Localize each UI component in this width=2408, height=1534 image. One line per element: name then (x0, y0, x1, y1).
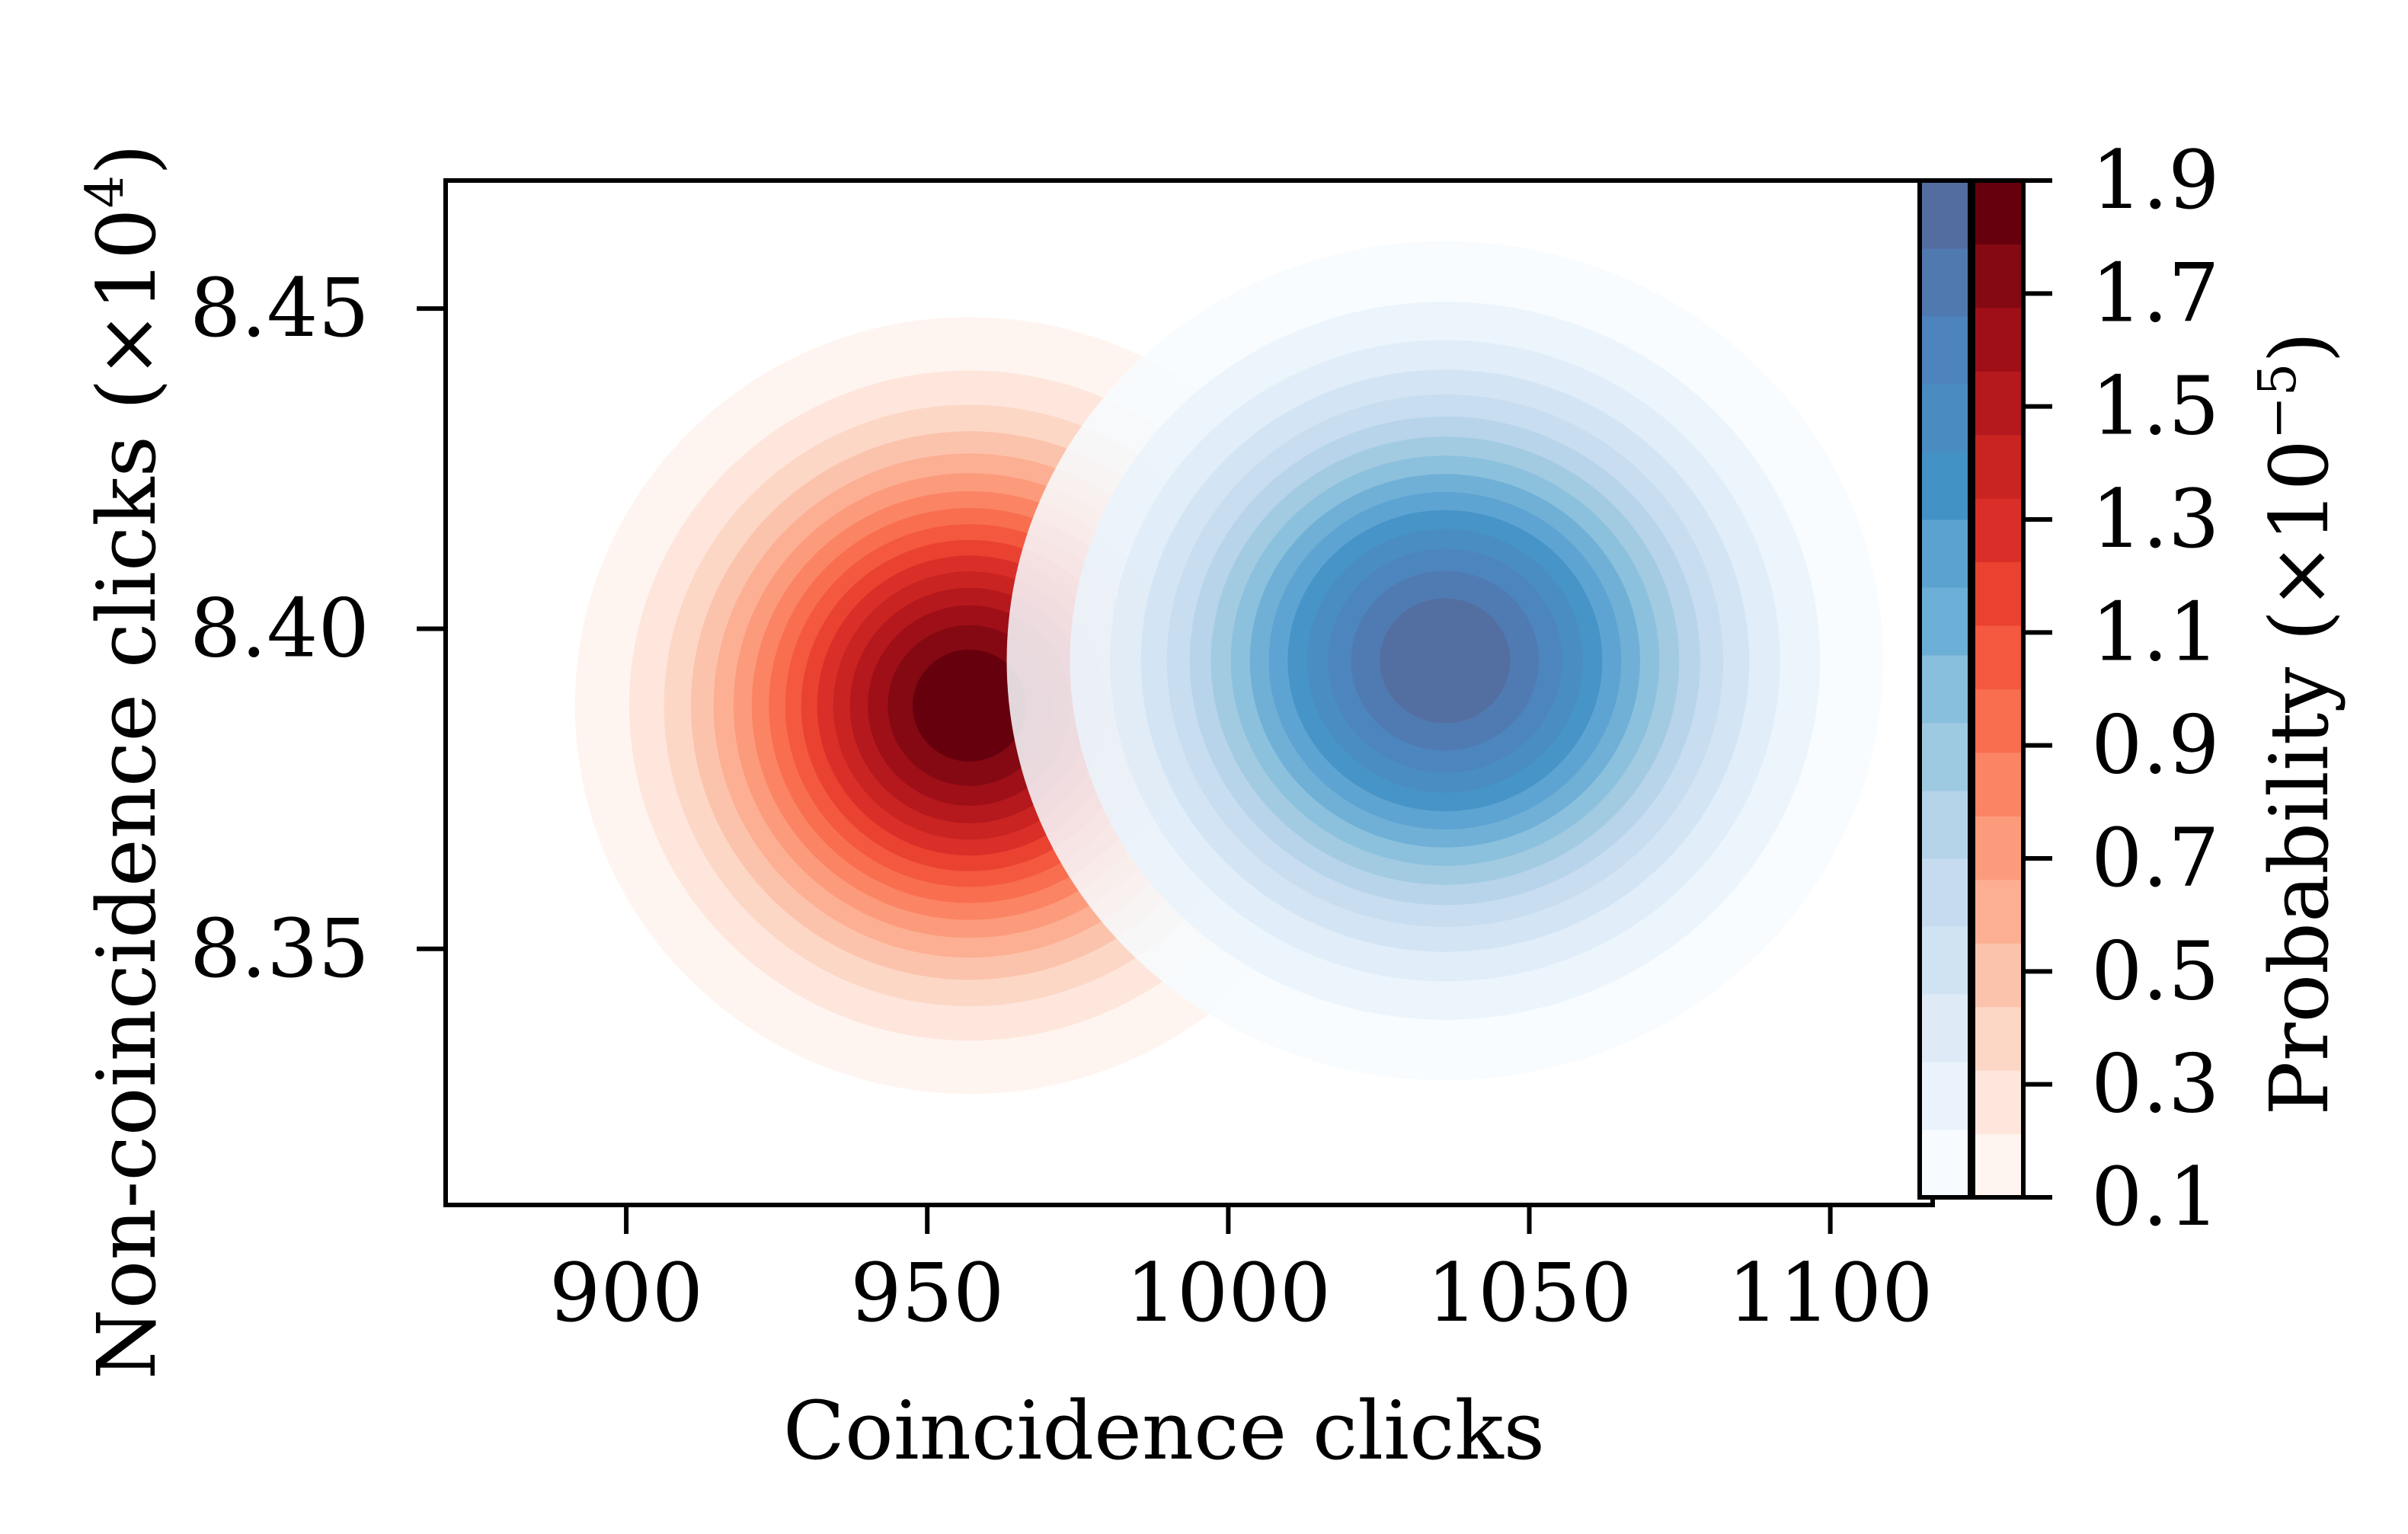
colorbar: 0.1 0.3 0.5 0.7 0.9 1.1 1.3 1.5 1.7 1.9 (1917, 133, 2220, 1244)
colorbar-strip-reds-cell-13 (1973, 307, 2023, 372)
colorbar-label-close: ) (2253, 331, 2346, 363)
colorbar-tick-label-1: 0.3 (2091, 1037, 2220, 1131)
colorbar-strip-reds-cell-9 (1973, 561, 2023, 626)
y-tick-label-0: 8.35 (190, 902, 369, 996)
colorbar-strip-reds-cell-15 (1973, 181, 2023, 244)
colorbar-strip-blues-cell-5 (1920, 791, 1970, 859)
colorbar-tick-label-2: 0.5 (2091, 924, 2220, 1018)
x-axis: 900 950 1000 1050 1100 (549, 1205, 1933, 1340)
colorbar-strip-blues (1917, 178, 1972, 1200)
x-tick-label-0: 900 (549, 1246, 703, 1340)
plot-area (443, 178, 1935, 1207)
y-tick-label-1: 8.40 (190, 581, 369, 675)
contour-level-reds-15 (912, 649, 1027, 762)
colorbar-strip-blues-cell-14 (1920, 181, 1970, 249)
colorbar-strip-reds-cell-2 (1973, 1006, 2023, 1071)
colorbar-strip-blues-cell-8 (1920, 587, 1970, 656)
colorbar-strip-blues-cell-7 (1920, 655, 1970, 724)
colorbar-strip-blues-cell-10 (1920, 452, 1970, 520)
colorbar-strip-reds-cell-12 (1973, 371, 2023, 436)
contour-layers (574, 241, 1884, 1095)
y-axis-label-exponent: 4 (75, 175, 136, 208)
colorbar-strip-reds-cell-0 (1973, 1133, 2023, 1198)
colorbar-strip-reds-cell-8 (1973, 625, 2023, 689)
colorbar-strip-reds-frame (1971, 178, 2026, 1200)
colorbar-strip-blues-cell-2 (1920, 994, 1970, 1063)
x-axis-label: Coincidence clicks (783, 1384, 1545, 1478)
colorbar-strip-blues-cell-12 (1920, 316, 1970, 385)
colorbar-strip-reds-cell-11 (1973, 434, 2023, 499)
colorbar-strip-blues-frame (1917, 178, 1972, 1200)
colorbar-tick-label-9: 1.9 (2091, 133, 2220, 227)
colorbar-tick-label-5: 1.1 (2091, 585, 2220, 679)
colorbar-strip-blues-cell-11 (1920, 384, 1970, 452)
colorbar-tick-label-0: 0.1 (2091, 1150, 2220, 1244)
colorbar-strip-blues-cell-4 (1920, 858, 1970, 927)
colorbar-strip-blues-cell-0 (1920, 1130, 1970, 1198)
colorbar-strip-reds-cell-7 (1973, 689, 2023, 753)
colorbar-label: Probability (×10−5) (2248, 331, 2346, 1115)
colorbar-tick-label-6: 1.3 (2091, 472, 2220, 566)
x-tick-label-3: 1050 (1427, 1246, 1633, 1340)
colorbar-strip-blues-cell-13 (1920, 248, 1970, 317)
colorbar-strip-blues-cell-3 (1920, 926, 1970, 995)
colorbar-tick-label-8: 1.7 (2091, 246, 2220, 340)
y-axis-label-main: Non-coincidence clicks (×10 (80, 208, 174, 1379)
colorbar-strip-blues-cell-1 (1920, 1062, 1970, 1130)
colorbar-tick-label-3: 0.7 (2091, 811, 2220, 905)
colorbar-tick-label-7: 1.5 (2091, 360, 2220, 453)
colorbar-tick-label-4: 0.9 (2091, 698, 2220, 792)
colorbar-strip-reds-cell-14 (1973, 244, 2023, 308)
colorbar-strip-reds-cell-3 (1973, 943, 2023, 1008)
x-tick-label-1: 950 (850, 1246, 1004, 1340)
contour-series-blues (1006, 241, 1884, 1081)
y-axis-label-close: ) (80, 144, 174, 175)
x-tick-label-4: 1100 (1728, 1246, 1933, 1340)
x-tick-label-2: 1000 (1125, 1246, 1331, 1340)
colorbar-label-exponent: −5 (2248, 363, 2308, 439)
y-tick-label-2: 8.45 (190, 261, 369, 355)
colorbar-strip-blues-cell-9 (1920, 519, 1970, 588)
y-axis-label: Non-coincidence clicks (×104) (75, 144, 174, 1379)
contour-level-blues-14 (1380, 598, 1511, 724)
colorbar-strip-reds-cell-6 (1973, 752, 2023, 817)
colorbar-label-main: Probability (×10 (2253, 439, 2346, 1116)
colorbar-strip-reds-cell-5 (1973, 816, 2023, 880)
colorbar-strip-reds-cell-4 (1973, 879, 2023, 944)
colorbar-strip-blues-cell-6 (1920, 723, 1970, 791)
colorbar-strip-reds-cell-10 (1973, 498, 2023, 563)
y-axis: 8.35 8.40 8.45 (190, 261, 446, 996)
colorbar-strip-reds (1971, 178, 2026, 1200)
colorbar-strip-reds-cell-1 (1973, 1070, 2023, 1135)
